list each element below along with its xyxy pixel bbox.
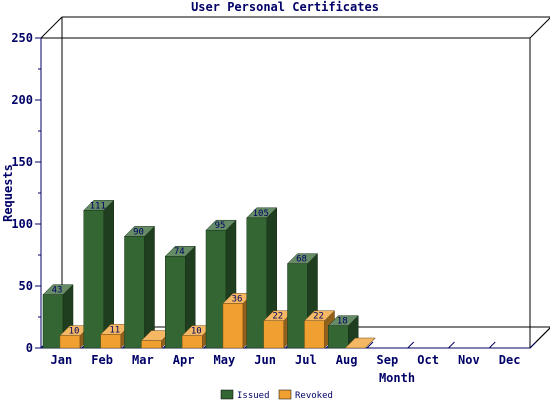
chart-title: User Personal Certificates bbox=[191, 0, 379, 14]
bar-top bbox=[246, 207, 278, 219]
data-label-revoked: 10 bbox=[191, 327, 202, 337]
data-label-issued: 111 bbox=[90, 201, 106, 211]
y-tick-label: 150 bbox=[11, 155, 33, 169]
data-label-issued: 74 bbox=[174, 247, 185, 257]
bar-top bbox=[123, 226, 156, 237]
bar-front bbox=[59, 335, 81, 349]
y-tick-label: 200 bbox=[11, 93, 33, 107]
y-axis: 0 50 100 150 200 250 bbox=[11, 31, 42, 355]
y-axis-label: Requests bbox=[1, 164, 15, 222]
bar-front bbox=[141, 340, 162, 349]
bar-front bbox=[304, 320, 325, 349]
bar-revoked-aug bbox=[344, 337, 376, 349]
data-label-revoked: 11 bbox=[109, 325, 120, 335]
bar-top bbox=[286, 253, 319, 264]
data-label-issued: 18 bbox=[337, 317, 348, 327]
data-label-revoked: 22 bbox=[272, 312, 283, 322]
data-label-issued: 90 bbox=[133, 227, 144, 237]
x-tick-label: Dec bbox=[499, 353, 521, 367]
bar-issued-apr bbox=[164, 245, 196, 349]
top-right-depth-edge bbox=[529, 17, 550, 39]
bar-front bbox=[100, 334, 121, 349]
bar-top bbox=[42, 284, 74, 295]
x-tick-label: Jan bbox=[51, 353, 73, 367]
data-label-revoked: 22 bbox=[313, 312, 324, 322]
data-label-issued: 43 bbox=[52, 286, 63, 296]
bar-issued-feb bbox=[83, 199, 115, 349]
legend-swatch-revoked bbox=[278, 389, 292, 400]
data-label-revoked: 10 bbox=[69, 327, 80, 337]
x-tick bbox=[407, 341, 415, 349]
y-tick-label: 100 bbox=[11, 217, 33, 231]
data-label-issued: 105 bbox=[253, 209, 269, 219]
legend-swatch-issued bbox=[220, 389, 234, 400]
bar-top bbox=[205, 219, 237, 231]
x-tick bbox=[529, 341, 537, 349]
x-tick-label: May bbox=[214, 353, 236, 367]
x-tick-label: Sep bbox=[377, 353, 399, 367]
bar-top bbox=[303, 310, 336, 321]
bar-issued-mar bbox=[123, 225, 156, 349]
x-tick-label: Feb bbox=[91, 353, 113, 367]
legend: Issued Revoked bbox=[220, 389, 333, 400]
y-tick-label: 250 bbox=[11, 31, 33, 45]
bars bbox=[42, 199, 376, 349]
data-label-issued: 95 bbox=[215, 221, 226, 231]
x-tick bbox=[488, 341, 496, 349]
x-tick-label: Jul bbox=[295, 353, 317, 367]
bar-front bbox=[182, 335, 203, 349]
y-tick-label: 0 bbox=[26, 341, 33, 355]
bar-top bbox=[83, 200, 115, 211]
x-tick-label: Oct bbox=[417, 353, 439, 367]
x-tick-label: Nov bbox=[458, 353, 480, 367]
bar-front bbox=[263, 320, 284, 349]
y-tick-label: 50 bbox=[19, 279, 33, 293]
bar-top bbox=[327, 315, 359, 326]
x-tick-label: Aug bbox=[336, 353, 358, 367]
x-tick-label: Mar bbox=[132, 353, 154, 367]
bar-front bbox=[83, 210, 104, 349]
x-tick bbox=[448, 341, 455, 349]
bar-front bbox=[165, 255, 186, 349]
x-tick-label: Apr bbox=[173, 353, 195, 367]
data-label-revoked: 36 bbox=[232, 294, 243, 304]
bar-front bbox=[222, 303, 244, 349]
data-label-issued: 68 bbox=[296, 255, 307, 265]
x-tick-label: Jun bbox=[254, 353, 276, 367]
top-left-depth-edge bbox=[40, 16, 63, 39]
bar-front bbox=[328, 325, 349, 349]
x-axis-label: Month bbox=[379, 371, 415, 385]
bar-top bbox=[344, 337, 376, 349]
bar-front bbox=[124, 236, 145, 349]
legend-label-revoked: Revoked bbox=[295, 391, 333, 400]
bar-top bbox=[164, 245, 196, 257]
bar-side bbox=[144, 225, 155, 349]
legend-label-issued: Issued bbox=[237, 391, 270, 400]
x-tick bbox=[366, 341, 374, 349]
